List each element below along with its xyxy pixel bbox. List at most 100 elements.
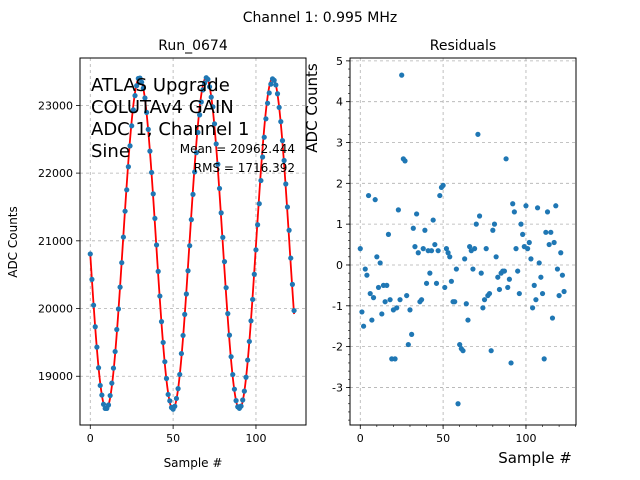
data-point xyxy=(420,246,426,252)
stats-rms: RMS = 1716.392 xyxy=(194,161,295,175)
data-point xyxy=(375,284,382,291)
data-point xyxy=(109,380,115,386)
data-point xyxy=(160,339,166,346)
left-plot-stats: Mean = 20962.444 RMS = 1716.392 xyxy=(180,142,295,175)
data-point xyxy=(90,302,97,308)
tick-label-y: 4 xyxy=(336,96,343,109)
annotation-line-3: ADC 1, Channel 1 xyxy=(91,119,249,140)
data-point xyxy=(432,241,438,248)
data-point xyxy=(561,288,567,295)
data-point xyxy=(513,246,519,252)
data-point xyxy=(182,311,188,317)
data-point xyxy=(256,201,262,207)
data-point xyxy=(281,157,287,164)
data-point xyxy=(496,286,503,293)
data-point xyxy=(233,398,239,404)
data-point xyxy=(523,203,529,209)
right-plot-ticks: 0 50 100 -3 -2 -1 0 1 2 3 4 5 xyxy=(332,55,576,445)
tick-label-x: 50 xyxy=(436,432,450,445)
data-point xyxy=(365,192,372,199)
data-point xyxy=(374,254,380,260)
data-point xyxy=(447,254,453,260)
tick-label-y: -1 xyxy=(332,300,343,313)
data-point xyxy=(245,357,251,363)
data-point xyxy=(549,315,556,321)
data-point xyxy=(258,177,264,184)
figure-suptitle: Channel 1: 0.995 MHz xyxy=(243,10,398,26)
data-point xyxy=(253,247,259,253)
data-point xyxy=(87,251,93,257)
data-point xyxy=(276,104,282,111)
data-point xyxy=(220,234,226,240)
data-point xyxy=(178,350,185,357)
data-point xyxy=(508,360,514,366)
data-point xyxy=(370,295,377,301)
data-point xyxy=(241,388,247,394)
data-point xyxy=(266,90,272,96)
data-point xyxy=(243,374,249,380)
data-point xyxy=(433,280,440,286)
data-point xyxy=(125,164,131,170)
data-point xyxy=(372,197,378,203)
data-point xyxy=(124,187,130,193)
data-point xyxy=(155,268,161,274)
data-point xyxy=(457,341,463,348)
right-plot-ylabel: ADC Counts xyxy=(303,63,321,153)
data-point xyxy=(395,207,401,213)
data-point xyxy=(404,292,410,299)
data-point xyxy=(180,332,186,339)
data-point xyxy=(387,297,393,303)
data-point xyxy=(251,271,257,277)
data-point xyxy=(291,307,297,314)
data-point xyxy=(92,324,98,330)
data-point xyxy=(377,260,383,266)
data-point xyxy=(384,282,390,288)
data-point xyxy=(463,301,469,307)
data-point xyxy=(255,222,261,228)
tick-label-y: 20000 xyxy=(38,303,73,316)
data-point xyxy=(428,248,435,254)
data-point xyxy=(231,386,238,392)
data-point xyxy=(97,382,103,389)
left-plot-panel: 0 50 100 19000 20000 21000 22000 23000 Run_0674… xyxy=(6,38,307,470)
annotation-line-4: Sine xyxy=(91,141,130,162)
left-plot-xlabel: Sample # xyxy=(164,456,223,470)
data-point xyxy=(506,276,512,282)
data-point xyxy=(200,87,206,93)
data-point xyxy=(538,274,544,280)
data-point xyxy=(190,191,196,197)
data-point xyxy=(394,305,400,311)
data-point xyxy=(480,305,486,311)
data-point xyxy=(481,297,488,303)
data-point xyxy=(423,280,430,286)
data-point xyxy=(516,290,522,297)
data-point xyxy=(130,107,136,113)
data-point xyxy=(369,317,375,323)
tick-label-x: 100 xyxy=(515,432,536,445)
data-point xyxy=(415,250,421,256)
data-point xyxy=(193,150,199,156)
data-point xyxy=(427,270,433,276)
data-point xyxy=(554,266,561,272)
data-point xyxy=(279,138,286,144)
data-point xyxy=(445,250,451,256)
data-point xyxy=(528,256,534,262)
data-point xyxy=(188,217,194,223)
data-point xyxy=(493,254,499,260)
left-plot-ticks: 0 50 100 19000 20000 21000 22000 23000 xyxy=(38,99,266,445)
data-point xyxy=(546,241,552,248)
data-point xyxy=(534,205,541,211)
data-point xyxy=(483,246,489,252)
data-point xyxy=(134,83,140,89)
data-point xyxy=(142,95,148,101)
data-point xyxy=(367,290,373,297)
left-plot-ylabel: ADC Counts xyxy=(6,206,20,278)
tick-label-y: 5 xyxy=(336,55,343,68)
data-point xyxy=(218,210,224,216)
tick-label-y: 0 xyxy=(336,259,343,272)
data-point xyxy=(462,256,468,262)
data-point xyxy=(465,317,471,323)
data-point xyxy=(491,221,498,227)
data-point xyxy=(551,239,557,246)
data-point xyxy=(460,348,466,354)
